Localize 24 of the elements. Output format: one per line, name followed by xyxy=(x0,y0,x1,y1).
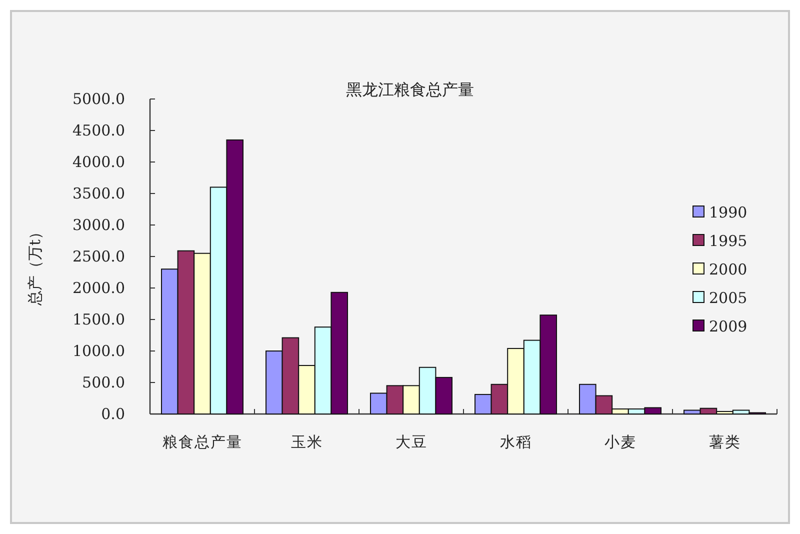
xtick: 小麦 xyxy=(604,433,636,451)
ytick: 0.0 xyxy=(101,405,125,423)
legend-label: 2005 xyxy=(709,289,748,307)
legend-label: 2009 xyxy=(709,318,748,336)
title: 黑龙江粮食总产量 xyxy=(346,80,474,99)
ytick: 1000.0 xyxy=(72,342,125,360)
ytick: 1500.0 xyxy=(72,310,125,328)
ytick: 2000.0 xyxy=(72,279,125,297)
xtick: 薯类 xyxy=(708,433,741,451)
ytick: 4500.0 xyxy=(72,122,125,140)
legend-label: 1990 xyxy=(709,204,748,222)
xtick: 水稻 xyxy=(500,433,532,451)
legend-label: 1995 xyxy=(709,232,748,250)
xtick: 玉米 xyxy=(290,433,323,451)
ytick: 2500.0 xyxy=(72,248,125,266)
legend-label: 2000 xyxy=(709,260,748,278)
ytick: 5000.0 xyxy=(72,90,125,108)
xtick: 粮食总产量 xyxy=(162,433,242,451)
ytick: 3500.0 xyxy=(72,184,125,202)
ylabel: 总产（万t） xyxy=(26,224,44,306)
xtick: 大豆 xyxy=(395,433,428,451)
ytick: 500.0 xyxy=(82,374,125,392)
ytick: 4000.0 xyxy=(72,153,125,171)
ytick: 3000.0 xyxy=(72,216,125,234)
